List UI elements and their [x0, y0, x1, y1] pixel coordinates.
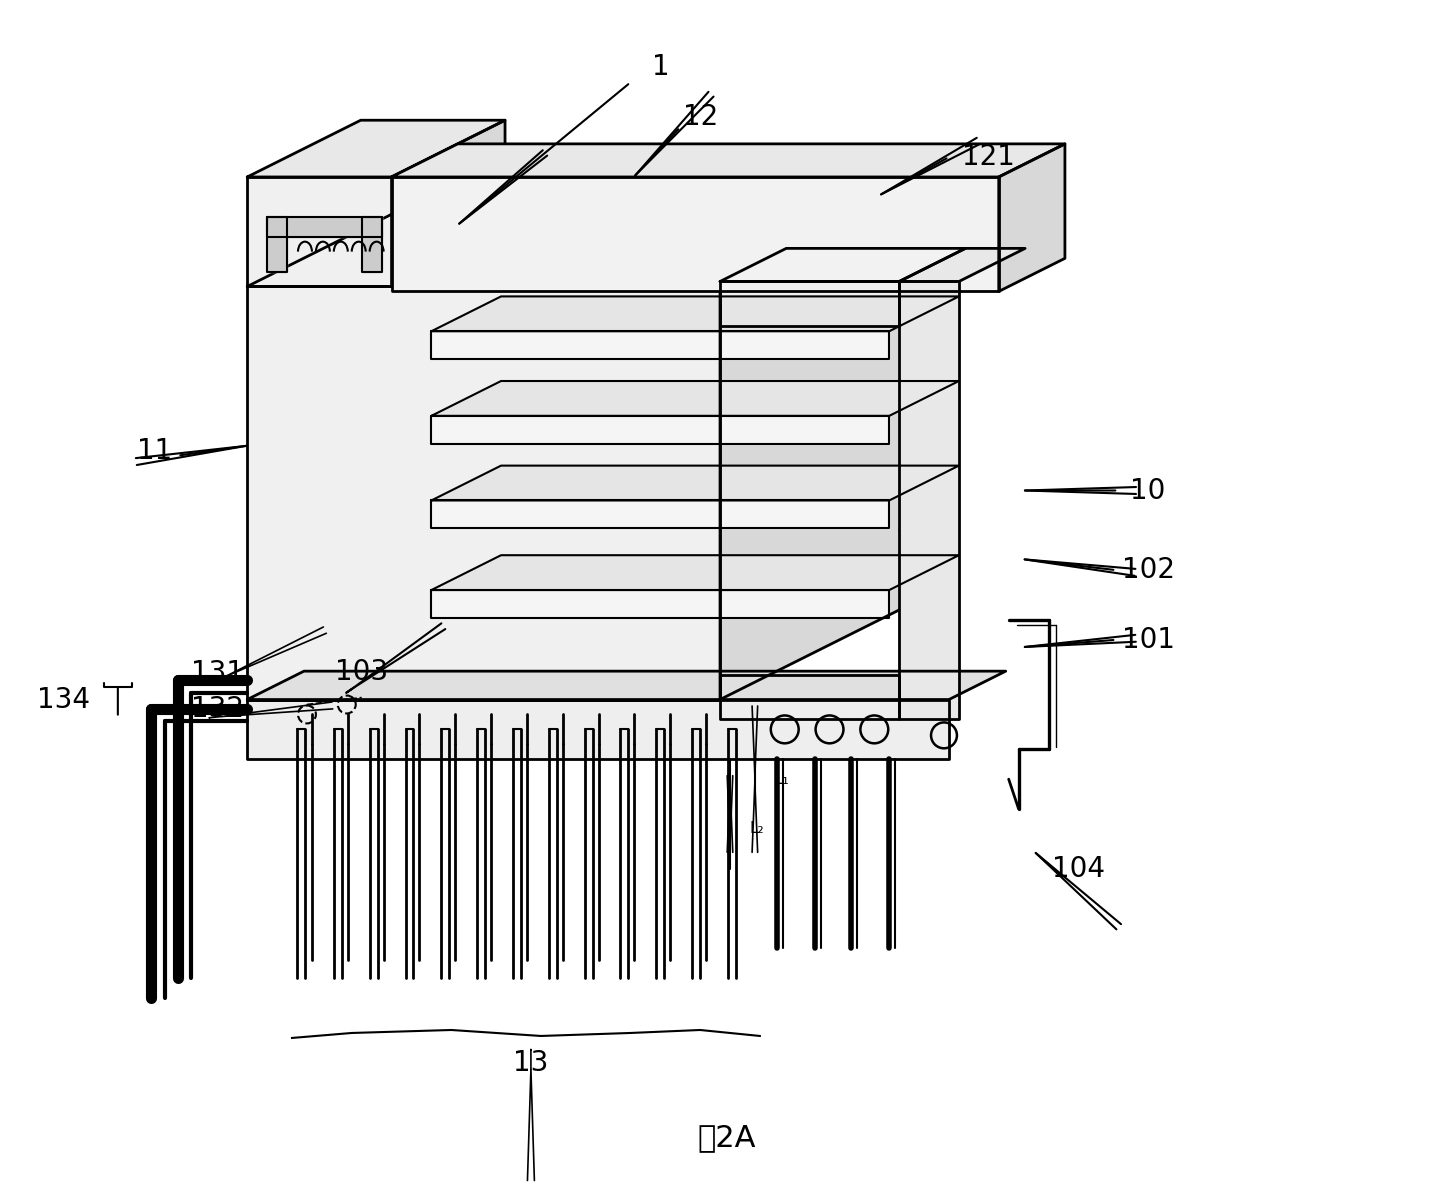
Text: 134: 134 [36, 686, 90, 713]
Text: 12: 12 [682, 103, 717, 132]
Text: L₂: L₂ [749, 821, 764, 837]
Polygon shape [431, 332, 889, 359]
Text: 102: 102 [1122, 557, 1174, 584]
Polygon shape [247, 699, 949, 759]
Text: 1: 1 [652, 54, 669, 81]
Text: 10: 10 [1131, 476, 1165, 504]
Text: 图2A: 图2A [698, 1123, 757, 1152]
Polygon shape [720, 249, 965, 281]
Polygon shape [268, 217, 381, 237]
Polygon shape [431, 555, 959, 590]
Polygon shape [247, 192, 909, 286]
Text: 101: 101 [1122, 626, 1174, 654]
Polygon shape [391, 120, 505, 286]
Polygon shape [720, 192, 909, 699]
Text: 132: 132 [191, 695, 244, 723]
Polygon shape [391, 144, 1065, 177]
Polygon shape [998, 144, 1065, 291]
Polygon shape [720, 675, 899, 719]
Polygon shape [431, 500, 889, 528]
Text: L₁: L₁ [774, 772, 790, 786]
Polygon shape [431, 381, 959, 415]
Polygon shape [899, 281, 959, 719]
Polygon shape [362, 217, 381, 272]
Polygon shape [247, 177, 391, 286]
Polygon shape [247, 672, 1005, 699]
Polygon shape [720, 281, 899, 327]
Polygon shape [391, 177, 998, 291]
Polygon shape [431, 297, 959, 332]
Polygon shape [431, 466, 959, 500]
Text: 121: 121 [962, 144, 1016, 171]
Text: 104: 104 [1052, 855, 1104, 882]
Text: 13: 13 [514, 1049, 549, 1077]
Polygon shape [431, 590, 889, 618]
Text: 11: 11 [137, 437, 172, 464]
Text: 103: 103 [335, 657, 388, 686]
Text: 131: 131 [191, 658, 244, 687]
Polygon shape [247, 286, 720, 699]
Polygon shape [247, 120, 505, 177]
Polygon shape [899, 249, 1026, 281]
Polygon shape [268, 217, 287, 272]
Polygon shape [431, 415, 889, 444]
